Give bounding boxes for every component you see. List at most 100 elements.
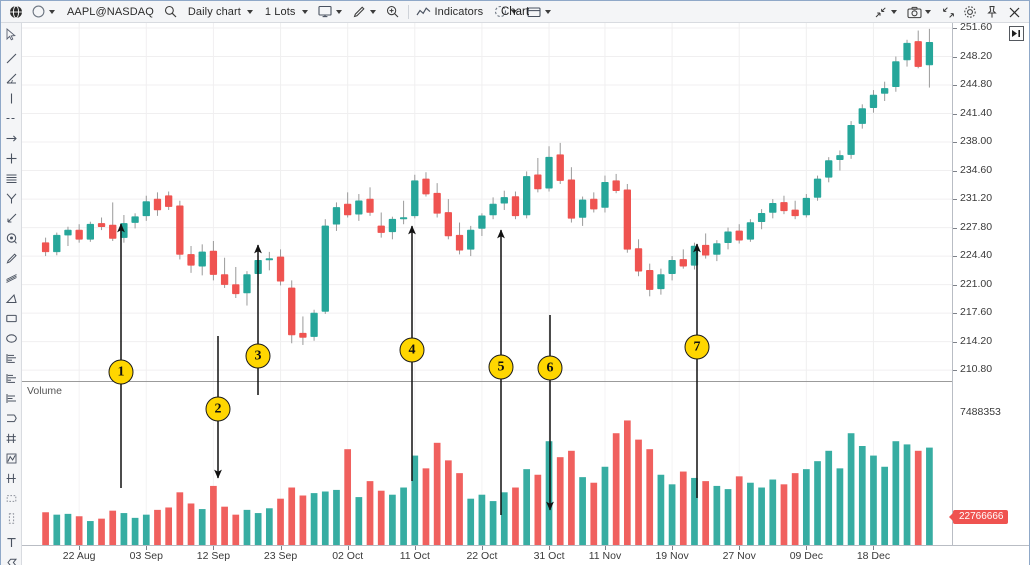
price-axis-tick [953,56,957,58]
app-logo-icon[interactable] [5,2,27,22]
fib-extension-tool-icon[interactable] [2,408,21,428]
price-axis[interactable]: 251.60 248.20 244.80 241.40 238.00 234.60 231.… [952,21,1029,545]
date-axis-label: 18 Dec [856,550,891,562]
fib-timezone-tool-icon[interactable] [2,368,21,388]
layout-selector[interactable] [523,2,557,22]
chevron-down-icon [301,9,308,14]
price-axis-label: 251.60 [960,21,993,34]
pin-icon [984,4,1000,20]
crosshair-tool-icon[interactable] [2,148,21,168]
horizontal-line-tool-icon[interactable] [2,108,21,128]
fib-retracement-tool-icon[interactable] [2,208,21,228]
chevron-down-icon [49,9,55,14]
volume-plot [42,382,933,545]
price-axis-label: 210.80 [960,363,993,376]
zigzag-tool-icon[interactable] [2,448,21,468]
date-axis[interactable]: 22 Aug 03 Sep 12 Sep 23 Sep 02 Oct 11 Oct 22 O… [22,545,1029,565]
drawing-tools-rail [1,23,22,565]
chevron-down-icon [925,10,931,14]
volume-profile-tool-icon[interactable] [2,348,21,368]
pitchfork-tool-icon[interactable] [2,188,21,208]
trendline-tool-icon[interactable] [2,48,21,68]
regression-tool-icon[interactable] [2,428,21,448]
volume-value-badge: 22766666 [949,510,1008,524]
brush-tool-icon[interactable] [2,248,21,268]
text-tool-icon[interactable] [2,532,21,552]
price-axis-label: 231.20 [960,192,993,205]
measure-tool-icon[interactable] [2,508,21,528]
triangle-tool-icon[interactable] [2,288,21,308]
screenshot-button[interactable] [903,2,937,22]
chevron-down-icon [369,9,376,14]
price-pane[interactable] [22,23,952,381]
price-axis-tick [953,170,957,172]
annotation-badge-7[interactable]: 7 [684,334,710,360]
price-axis-tick [953,341,957,343]
search-button[interactable] [160,2,182,22]
date-axis-label: 02 Oct [332,550,364,562]
search-icon [163,4,179,20]
volume-pane-label: Volume [27,385,63,397]
symbol-button[interactable]: AAPL@NASDAQ [61,2,160,22]
annotation-badge-2[interactable]: 2 [205,396,231,422]
chevron-down-icon [545,9,552,14]
annotation-badge-6[interactable]: 6 [537,355,563,381]
price-axis-tick [953,85,957,87]
jump-to-latest-button[interactable] [1009,26,1024,41]
date-axis-tick [146,546,148,550]
price-axis-tick [953,227,957,229]
settings-button[interactable] [959,2,981,22]
fullscreen-button[interactable] [937,2,959,22]
indicators-button[interactable]: Indicators [413,2,490,22]
line-chart-icon [416,4,432,20]
timeframe-label: Daily chart [187,5,241,18]
forecast-tool-icon[interactable] [2,468,21,488]
price-axis-tick [953,313,957,315]
date-axis-tick [280,546,282,550]
annotation-badge-4[interactable]: 4 [399,337,425,363]
date-axis-tick [481,546,483,550]
instrument-selector[interactable] [27,2,61,22]
annotation-badge-5[interactable]: 5 [488,354,514,380]
ellipse-tool-icon[interactable] [2,328,21,348]
date-axis-label: 31 Oct [533,550,565,562]
gann-fan-tool-icon[interactable] [2,268,21,288]
pin-button[interactable] [981,2,1003,22]
date-axis-label: 22 Oct [466,550,498,562]
date-axis-tick [213,546,215,550]
date-axis-label: 09 Dec [789,550,823,562]
drawing-tool-selector[interactable] [348,2,382,22]
angle-tool-icon[interactable] [2,68,21,88]
lots-selector[interactable]: 1 Lots [259,2,314,22]
date-axis-label: 12 Sep [196,550,231,562]
flag-tool-icon[interactable] [2,552,21,565]
rectangle-tool-icon[interactable] [2,308,21,328]
zoom-in-button[interactable] [382,2,404,22]
fib-arc-tool-icon[interactable] [2,388,21,408]
volume-pane[interactable]: Volume [22,382,952,545]
date-axis-label: 27 Nov [722,550,756,562]
close-icon [1006,4,1022,20]
close-button[interactable] [1003,2,1025,22]
date-axis-label: 19 Nov [655,550,689,562]
cursor-tool-icon[interactable] [2,24,21,44]
date-axis-label: 11 Nov [588,550,622,562]
annotation-badge-3[interactable]: 3 [245,343,271,369]
parallel-channel-tool-icon[interactable] [2,168,21,188]
chart-type-selector[interactable] [314,2,348,22]
vertical-line-tool-icon[interactable] [2,88,21,108]
lots-label: 1 Lots [264,5,296,18]
refresh-selector[interactable] [489,2,523,22]
arrow-tool-icon[interactable] [2,128,21,148]
magnet-tool-icon[interactable] [2,228,21,248]
price-axis-label: 244.80 [960,78,993,91]
price-axis-label: 234.60 [960,163,993,176]
date-axis-tick [672,546,674,550]
timeframe-selector[interactable]: Daily chart [182,2,259,22]
collapse-button[interactable] [869,2,903,22]
selection-box-tool-icon[interactable] [2,488,21,508]
annotation-badge-1[interactable]: 1 [108,359,134,385]
date-axis-label: 11 Oct [399,550,430,562]
